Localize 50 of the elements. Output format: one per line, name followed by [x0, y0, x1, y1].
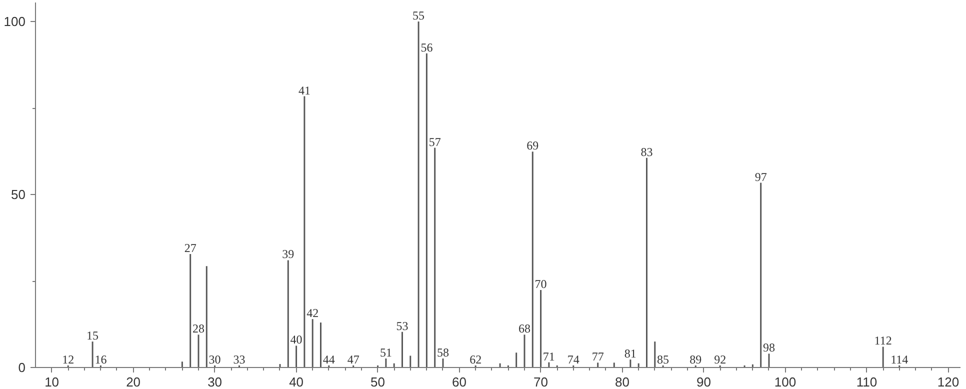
x-tick-label: 30 [208, 374, 222, 389]
x-tick-label: 120 [937, 374, 960, 389]
y-tick-label: 50 [11, 187, 26, 202]
annotation: 56 [420, 40, 433, 54]
annotation: 77 [592, 350, 604, 364]
annotation: 27 [184, 241, 196, 256]
annotation: 92 [714, 352, 726, 366]
x-tick-label: 10 [44, 374, 60, 389]
x-tick-label: 90 [696, 374, 712, 389]
annotation: 41 [298, 83, 310, 98]
annotation: 33 [233, 352, 246, 366]
annotation: 83 [640, 144, 653, 159]
x-tick-label: 100 [774, 374, 796, 389]
annotation: 69 [526, 138, 539, 153]
x-tick-label: 60 [452, 374, 467, 389]
annotation: 74 [567, 352, 580, 366]
annotation: 97 [754, 170, 767, 184]
y-tick-label: 100 [4, 14, 26, 30]
annotation: 42 [306, 306, 319, 320]
annotation: 47 [347, 352, 360, 366]
annotation: 81 [624, 346, 636, 361]
x-tick-label: 70 [534, 374, 548, 389]
annotation: 62 [470, 352, 482, 366]
annotation: 16 [94, 352, 107, 366]
y-tick-label: 0 [18, 360, 26, 375]
annotation: 57 [428, 134, 441, 149]
annotation: 51 [380, 346, 392, 360]
annotation: 12 [62, 352, 74, 366]
annotation: 44 [322, 352, 335, 366]
annotation: 85 [657, 352, 670, 366]
annotation: 15 [86, 328, 99, 343]
annotation: 114 [890, 352, 908, 366]
annotation: 58 [436, 346, 449, 360]
annotation: 98 [762, 340, 775, 355]
annotation: 70 [534, 277, 547, 291]
annotation: 68 [518, 322, 530, 336]
annotation: 89 [690, 352, 702, 366]
x-tick-label: 110 [856, 374, 878, 389]
x-tick-label: 80 [615, 374, 630, 389]
annotation: 55 [412, 8, 425, 23]
annotation: 39 [282, 247, 294, 262]
annotation: 40 [290, 332, 302, 347]
annotation: 30 [208, 352, 221, 366]
annotation: 71 [542, 349, 555, 364]
x-tick-label: 50 [370, 374, 386, 389]
annotation: 112 [874, 334, 892, 348]
annotation: 53 [396, 318, 408, 333]
x-tick-label: 40 [289, 374, 304, 389]
x-tick-label: 20 [126, 374, 141, 389]
annotation: 28 [192, 322, 204, 336]
